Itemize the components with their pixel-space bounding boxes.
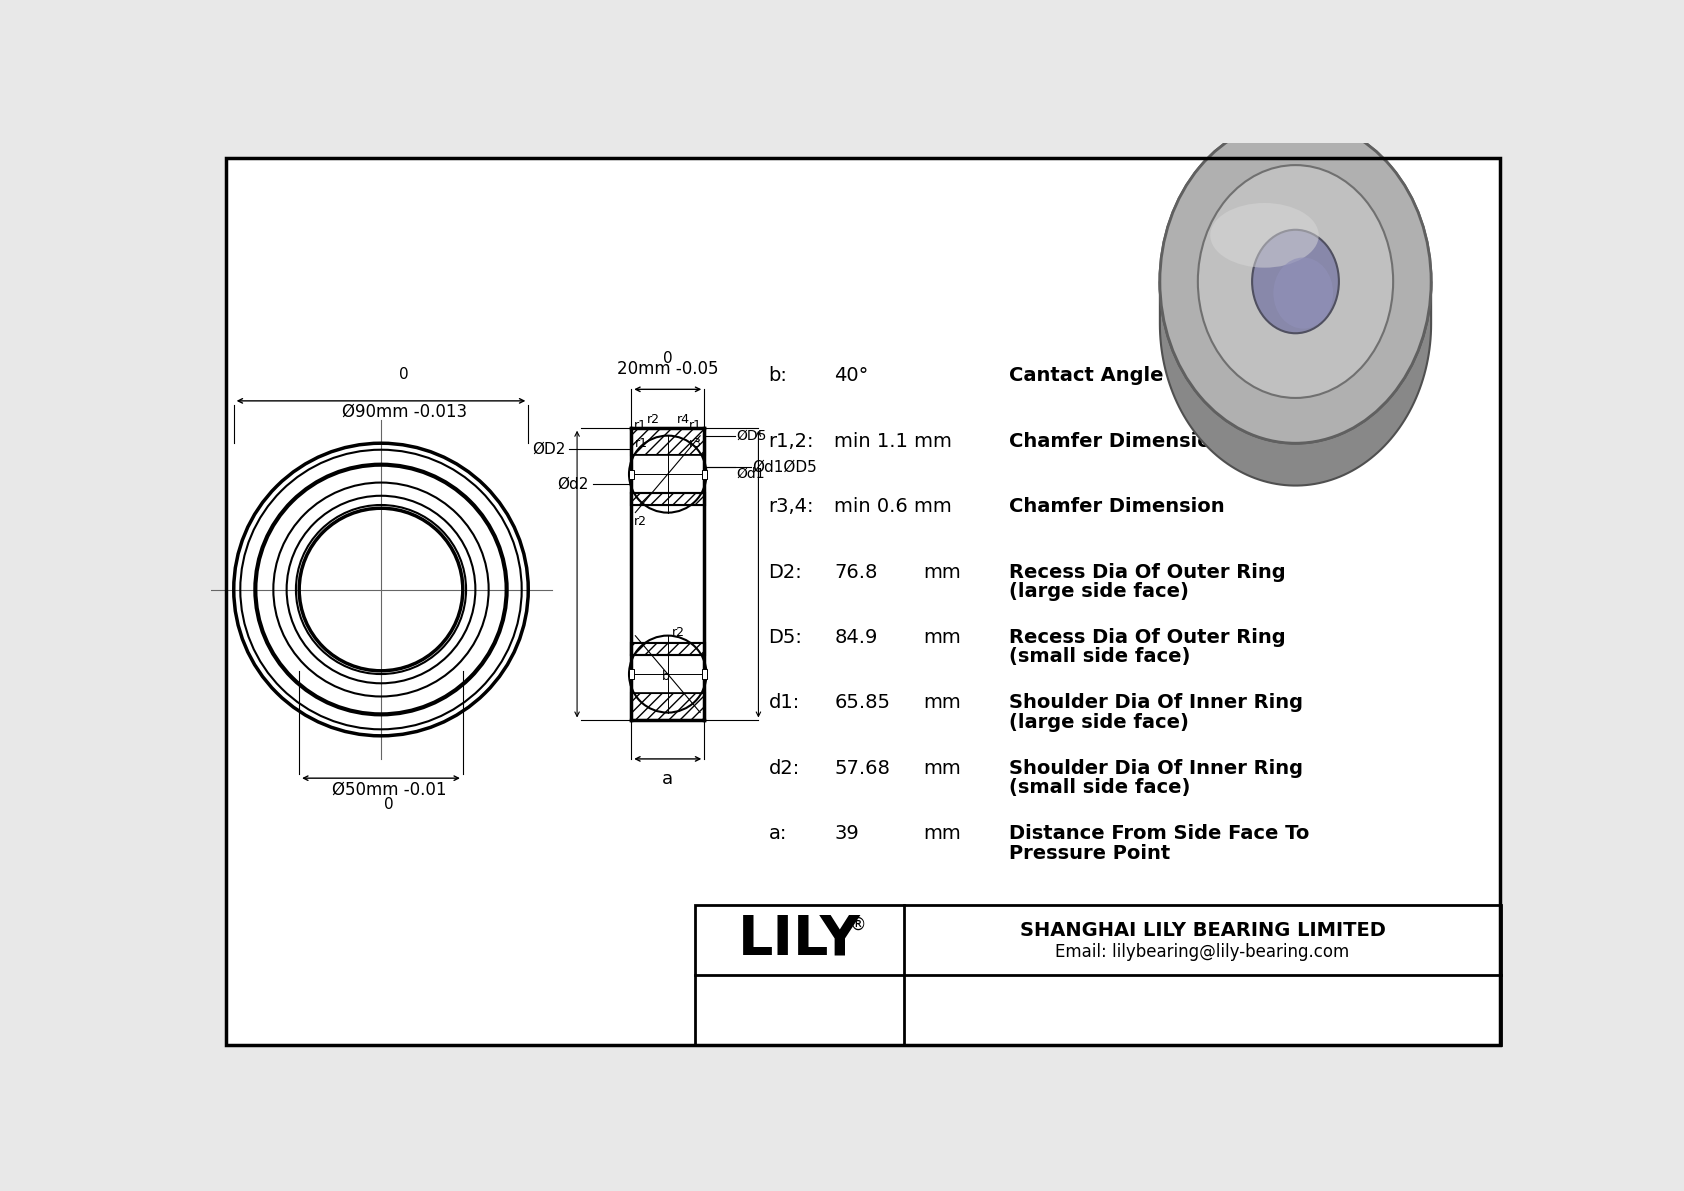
Text: 65.85: 65.85 [834, 693, 891, 712]
Bar [630, 669, 633, 679]
Text: LILY: LILY [738, 912, 861, 967]
Text: r3: r3 [689, 437, 702, 450]
Bar [632, 643, 706, 655]
Text: mm: mm [923, 562, 962, 581]
Text: mm: mm [923, 628, 962, 647]
Text: 39: 39 [834, 824, 859, 843]
Bar [632, 643, 706, 655]
Text: Shoulder Dia Of Inner Ring: Shoulder Dia Of Inner Ring [1009, 693, 1303, 712]
Text: min 0.6 mm: min 0.6 mm [834, 497, 951, 516]
Text: Chamfer Dimension: Chamfer Dimension [1009, 497, 1224, 516]
Text: 76.8: 76.8 [834, 562, 877, 581]
Bar [630, 469, 633, 479]
Text: a:: a: [768, 824, 786, 843]
Text: 0: 0 [663, 351, 672, 366]
Text: (small side face): (small side face) [1009, 647, 1191, 666]
Text: r2: r2 [633, 515, 647, 528]
Text: Cantact Angle: Cantact Angle [1009, 366, 1164, 385]
Text: min 1.1 mm: min 1.1 mm [834, 431, 951, 450]
Ellipse shape [1160, 120, 1431, 443]
Text: Ø50mm -0.01: Ø50mm -0.01 [332, 780, 446, 798]
Text: mm: mm [923, 824, 962, 843]
Text: 0: 0 [399, 367, 409, 381]
Bar [695, 905, 1500, 1045]
Text: SHANGHAI LILY BEARING LIMITED: SHANGHAI LILY BEARING LIMITED [1019, 921, 1386, 940]
Text: ØD5: ØD5 [736, 429, 768, 443]
Text: mm: mm [923, 759, 962, 778]
Text: r1: r1 [635, 437, 648, 450]
Bar [632, 655, 706, 693]
Text: a: a [662, 771, 674, 788]
Bar [632, 693, 706, 721]
Text: (small side face): (small side face) [1009, 778, 1191, 797]
Text: Email: lilybearing@lily-bearing.com: Email: lilybearing@lily-bearing.com [1056, 943, 1349, 961]
Ellipse shape [1211, 202, 1319, 268]
Bar [632, 428, 706, 455]
Text: r2: r2 [647, 412, 660, 425]
Text: b: b [662, 671, 670, 684]
Text: d2:: d2: [768, 759, 800, 778]
Text: Recess Dia Of Outer Ring: Recess Dia Of Outer Ring [1009, 562, 1285, 581]
Bar [632, 493, 706, 505]
Text: Pressure Point: Pressure Point [1009, 843, 1170, 862]
Text: D2:: D2: [768, 562, 802, 581]
Ellipse shape [1197, 166, 1393, 398]
Text: 40°: 40° [834, 366, 869, 385]
Text: ®: ® [849, 916, 866, 934]
Text: ØD2: ØD2 [532, 442, 566, 457]
Text: r1,2:: r1,2: [768, 431, 813, 450]
Text: (large side face): (large side face) [1009, 712, 1189, 731]
Polygon shape [1160, 281, 1431, 486]
Ellipse shape [1273, 257, 1334, 329]
Text: b:: b: [768, 366, 788, 385]
Text: Ød1ØD5: Ød1ØD5 [753, 460, 817, 475]
Text: 20mm -0.05: 20mm -0.05 [616, 360, 719, 378]
Text: r3,4:: r3,4: [768, 497, 813, 516]
Text: mm: mm [923, 693, 962, 712]
Bar [702, 669, 707, 679]
Text: Ød2: Ød2 [557, 476, 589, 492]
Text: Recess Dia Of Outer Ring: Recess Dia Of Outer Ring [1009, 628, 1285, 647]
Text: D5:: D5: [768, 628, 802, 647]
Text: Chamfer Dimension: Chamfer Dimension [1009, 431, 1224, 450]
Text: r4: r4 [677, 412, 690, 425]
Text: Shoulder Dia Of Inner Ring: Shoulder Dia Of Inner Ring [1009, 759, 1303, 778]
Text: (large side face): (large side face) [1009, 582, 1189, 600]
Ellipse shape [1160, 120, 1431, 443]
Text: Distance From Side Face To: Distance From Side Face To [1009, 824, 1308, 843]
Text: r1: r1 [633, 419, 647, 432]
Text: d1:: d1: [768, 693, 800, 712]
Text: r1: r1 [689, 419, 702, 432]
Text: Ø90mm -0.013: Ø90mm -0.013 [342, 403, 466, 420]
Bar [702, 469, 707, 479]
Text: 84.9: 84.9 [834, 628, 877, 647]
Bar [632, 455, 706, 493]
Text: r2: r2 [672, 626, 685, 640]
Text: 57.68: 57.68 [834, 759, 891, 778]
Ellipse shape [1253, 230, 1339, 333]
Text: Ød1: Ød1 [736, 467, 765, 480]
Bar [632, 493, 706, 505]
Text: 0: 0 [384, 798, 394, 812]
